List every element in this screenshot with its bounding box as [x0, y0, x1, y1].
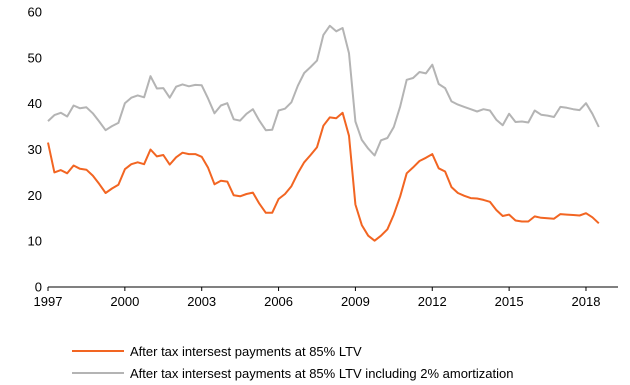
x-tick-label: 2018 — [572, 294, 601, 309]
x-axis-ticks: 1997 2000 2003 2006 2009 2012 2015 2018 — [34, 287, 601, 309]
x-tick-label: 2012 — [418, 294, 447, 309]
y-axis-ticks: 0 10 20 30 40 50 60 — [28, 5, 42, 295]
legend-item-amortization: After tax intersest payments at 85% LTV … — [72, 362, 513, 384]
y-tick-label: 40 — [28, 96, 42, 111]
x-tick-label: 2009 — [341, 294, 370, 309]
line-chart: 0 10 20 30 40 50 60 1997 2000 2003 2006 2009 2012 20… — [28, 5, 618, 309]
y-tick-label: 20 — [28, 188, 42, 203]
y-tick-label: 0 — [35, 280, 42, 295]
series-lines — [47, 24, 600, 242]
legend: After tax intersest payments at 85% LTV … — [72, 340, 513, 384]
x-tick-label: 2015 — [495, 294, 524, 309]
legend-item-interest: After tax intersest payments at 85% LTV — [72, 340, 513, 362]
legend-swatch-interest — [72, 350, 124, 352]
y-tick-label: 10 — [28, 234, 42, 249]
x-tick-label: 2000 — [110, 294, 139, 309]
y-tick-label: 50 — [28, 50, 42, 65]
y-tick-label: 60 — [28, 5, 42, 20]
y-tick-label: 30 — [28, 142, 42, 157]
x-tick-label: 2003 — [187, 294, 216, 309]
series-line-amortization — [47, 24, 600, 157]
legend-label-interest: After tax intersest payments at 85% LTV — [130, 343, 362, 359]
x-tick-label: 1997 — [34, 294, 63, 309]
series-line-interest — [47, 111, 600, 242]
legend-label-amortization: After tax intersest payments at 85% LTV … — [130, 365, 514, 381]
x-tick-label: 2006 — [264, 294, 293, 309]
legend-swatch-amortization — [72, 372, 124, 374]
